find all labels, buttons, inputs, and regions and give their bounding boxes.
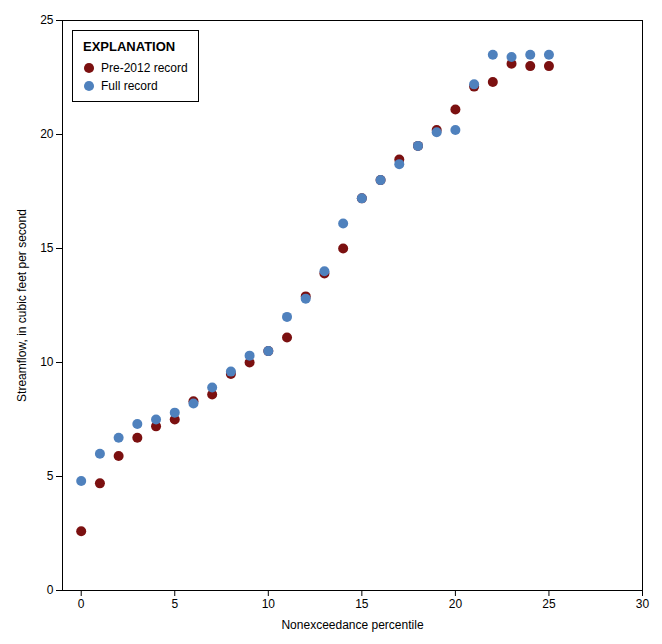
svg-text:25: 25 <box>40 13 54 27</box>
svg-text:0: 0 <box>78 597 85 611</box>
svg-text:15: 15 <box>355 597 369 611</box>
svg-text:20: 20 <box>40 127 54 141</box>
svg-text:10: 10 <box>262 597 276 611</box>
svg-text:10: 10 <box>40 355 54 369</box>
svg-text:25: 25 <box>542 597 556 611</box>
svg-text:5: 5 <box>47 469 54 483</box>
html-text:Full record: Full record <box>101 78 158 93</box>
svg-text:0: 0 <box>47 583 54 597</box>
svg-text:30: 30 <box>636 597 650 611</box>
svg-text:20: 20 <box>449 597 463 611</box>
svg-text:Streamflow, in cubic feet per: Streamflow, in cubic feet per second <box>15 209 29 402</box>
html-text:EXPLANATION: EXPLANATION <box>83 39 176 54</box>
svg-text:15: 15 <box>40 241 54 255</box>
svg-text:5: 5 <box>171 597 178 611</box>
svg-text:Nonexceedance percentile: Nonexceedance percentile <box>281 618 423 632</box>
html-text:Pre-2012 record: Pre-2012 record <box>101 60 188 75</box>
